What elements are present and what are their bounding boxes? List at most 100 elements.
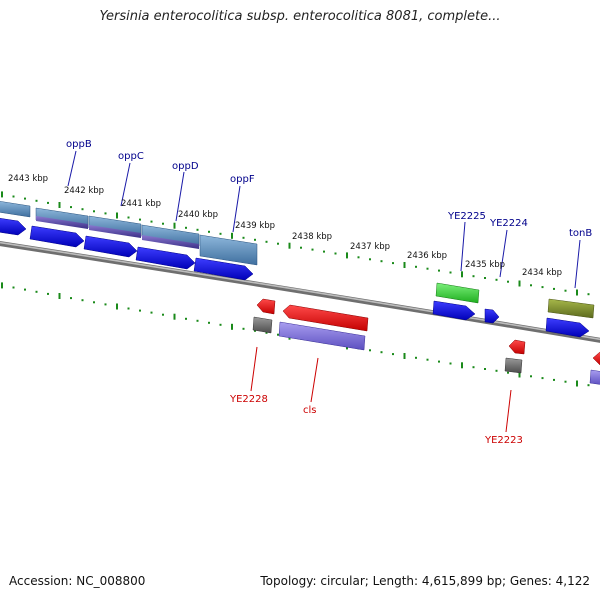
tick-label: 2439 kbp bbox=[235, 221, 275, 231]
genome-backbone bbox=[0, 241, 600, 343]
feature-tonB[interactable] bbox=[547, 298, 595, 319]
minor-tick bbox=[265, 240, 268, 243]
major-tick bbox=[58, 293, 61, 299]
minor-tick bbox=[426, 267, 429, 270]
minor-tick bbox=[12, 195, 15, 198]
leader-tonB bbox=[574, 239, 581, 289]
minor-tick bbox=[277, 242, 279, 245]
minor-tick bbox=[277, 333, 279, 336]
gene-label-YE2228[interactable]: YE2228 bbox=[229, 394, 268, 405]
cds-arrow-tonB[interactable] bbox=[545, 317, 590, 338]
minor-tick bbox=[254, 238, 256, 241]
feature-oppC-gene[interactable] bbox=[89, 225, 141, 238]
cds-arrow-oppF[interactable] bbox=[193, 257, 254, 281]
minor-tick bbox=[104, 212, 107, 215]
cds-arrow-right-edge[interactable] bbox=[592, 351, 600, 366]
cds-arrow-left[interactable] bbox=[0, 218, 27, 236]
forward-gene-labels: oppB oppC oppD oppF YE2225 YE2224 tonB bbox=[66, 139, 592, 239]
reverse-feature-row bbox=[252, 298, 600, 385]
minor-tick bbox=[392, 353, 394, 356]
forward-scale-ticks bbox=[1, 191, 590, 296]
minor-tick bbox=[530, 284, 532, 287]
major-tick bbox=[58, 202, 61, 208]
minor-tick bbox=[12, 286, 15, 289]
minor-tick bbox=[93, 210, 95, 213]
gene-label-YE2224[interactable]: YE2224 bbox=[489, 218, 528, 229]
minor-tick bbox=[587, 384, 590, 387]
minor-tick bbox=[242, 236, 245, 239]
feature-operon-left[interactable] bbox=[0, 201, 31, 218]
minor-tick bbox=[541, 286, 544, 289]
minor-tick bbox=[242, 327, 245, 330]
feature-right-edge[interactable] bbox=[589, 369, 600, 385]
cds-arrow-cls[interactable] bbox=[282, 304, 369, 332]
minor-tick bbox=[484, 368, 486, 370]
minor-tick bbox=[208, 321, 210, 324]
minor-tick bbox=[24, 197, 26, 200]
label-leader-lines bbox=[67, 150, 581, 433]
tick-label: 2438 kbp bbox=[292, 232, 332, 242]
leader-YE2224 bbox=[499, 229, 508, 278]
major-tick bbox=[288, 242, 291, 249]
minor-tick bbox=[70, 297, 72, 300]
minor-tick bbox=[415, 265, 417, 268]
minor-tick bbox=[35, 290, 38, 293]
minor-tick bbox=[449, 271, 452, 274]
gene-label-YE2223[interactable]: YE2223 bbox=[484, 435, 523, 446]
minor-tick bbox=[127, 307, 130, 310]
gene-label-oppB[interactable]: oppB bbox=[66, 139, 92, 150]
leader-oppB bbox=[67, 150, 77, 187]
minor-tick bbox=[47, 292, 49, 295]
cds-arrow-YE2228[interactable] bbox=[256, 298, 276, 315]
feature-oppB-gene[interactable] bbox=[36, 216, 88, 229]
gene-label-YE2225[interactable]: YE2225 bbox=[447, 211, 486, 222]
minor-tick bbox=[70, 206, 72, 209]
minor-tick bbox=[185, 226, 187, 229]
minor-tick bbox=[196, 319, 199, 322]
minor-tick bbox=[564, 380, 567, 383]
tick-label: 2442 kbp bbox=[64, 186, 104, 196]
major-tick bbox=[346, 252, 348, 259]
tick-label: 2440 kbp bbox=[178, 210, 218, 220]
feature-oppF-operon[interactable] bbox=[199, 234, 258, 266]
feature-cls[interactable] bbox=[278, 321, 366, 351]
cds-arrow-YE2223[interactable] bbox=[508, 339, 526, 355]
leader-YE2228 bbox=[250, 346, 258, 392]
gene-label-oppF[interactable]: oppF bbox=[230, 174, 255, 185]
feature-YE2223[interactable] bbox=[504, 357, 523, 374]
major-tick bbox=[576, 289, 578, 296]
feature-YE2228[interactable] bbox=[252, 316, 273, 334]
major-tick bbox=[116, 303, 118, 310]
minor-tick bbox=[380, 351, 383, 354]
forward-cds-row bbox=[0, 218, 595, 338]
feature-oppD-gene[interactable] bbox=[142, 235, 199, 249]
tick-label: 2436 kbp bbox=[407, 251, 447, 261]
cds-arrow-YE2225[interactable] bbox=[432, 300, 476, 321]
minor-tick bbox=[380, 260, 383, 263]
minor-tick bbox=[104, 303, 107, 306]
minor-tick bbox=[219, 232, 222, 235]
minor-tick bbox=[185, 317, 187, 320]
cds-arrow-oppD[interactable] bbox=[135, 246, 196, 270]
minor-tick bbox=[587, 293, 590, 296]
minor-tick bbox=[150, 311, 153, 314]
cds-arrow-oppC[interactable] bbox=[83, 235, 138, 258]
gene-label-oppC[interactable]: oppC bbox=[118, 151, 144, 162]
gene-label-tonB[interactable]: tonB bbox=[569, 228, 592, 239]
leader-oppC bbox=[120, 162, 131, 207]
feature-YE2225[interactable] bbox=[435, 282, 480, 304]
major-tick bbox=[461, 362, 463, 369]
minor-tick bbox=[472, 366, 475, 369]
major-tick bbox=[1, 191, 3, 198]
gene-label-oppD[interactable]: oppD bbox=[172, 161, 199, 172]
cds-arrow-oppB[interactable] bbox=[29, 225, 85, 248]
cds-arrow-YE2224[interactable] bbox=[484, 308, 500, 324]
minor-tick bbox=[139, 218, 141, 221]
tick-label: 2441 kbp bbox=[121, 199, 161, 209]
major-tick bbox=[403, 353, 406, 359]
major-tick bbox=[403, 262, 406, 268]
gene-label-cls[interactable]: cls bbox=[303, 405, 317, 416]
minor-tick bbox=[415, 356, 417, 359]
major-tick bbox=[518, 371, 521, 378]
